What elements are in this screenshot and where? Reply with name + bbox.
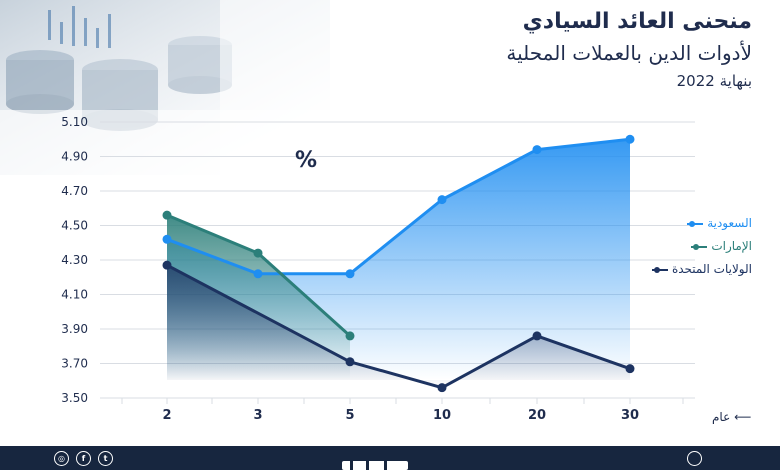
twitter-icon[interactable]: t: [98, 451, 113, 466]
facebook-icon[interactable]: f: [76, 451, 91, 466]
coins-decoration: [0, 0, 330, 175]
legend-label: السعودية: [707, 216, 752, 230]
x-tick-label: 5: [345, 408, 354, 423]
title-line-1: منحنى العائد السيادي: [522, 9, 752, 34]
legend-item: السعودية: [652, 212, 752, 235]
data-point: [345, 331, 355, 341]
data-point: [253, 248, 263, 258]
y-tick-label: 4.90: [61, 150, 88, 164]
label-layer: 5.10 4.90 4.70 4.50 4.30 4.10 3.90 3.70 3.50 2 3 5 1…: [61, 115, 751, 424]
unit-label: %: [295, 148, 317, 173]
point-layer: [162, 134, 635, 393]
x-tick-label: 2: [162, 408, 171, 423]
data-point: [253, 269, 263, 279]
data-point: [162, 260, 172, 270]
x-tick-label: 20: [528, 408, 546, 423]
data-point: [162, 210, 172, 220]
chart-legend: السعودية الإمارات الولايات المتحدة: [651, 212, 752, 281]
y-tick-label: 3.70: [61, 357, 88, 371]
y-tick-label: 4.10: [61, 288, 88, 302]
data-point: [625, 364, 635, 374]
legend-item: الولايات المتحدة: [651, 258, 752, 281]
data-point: [532, 145, 542, 155]
data-point: [162, 234, 172, 244]
series-line: [166, 137, 631, 276]
y-tick-label: 3.50: [61, 391, 88, 405]
y-tick-label: 4.70: [61, 184, 88, 198]
legend-marker-icon: [687, 220, 704, 227]
yield-curve-chart: 5.10 4.90 4.70 4.50 4.30 4.10 3.90 3.70 3.50 2 3 5 1…: [61, 115, 751, 424]
data-point: [437, 383, 447, 393]
area-layer: [167, 139, 630, 388]
data-point: [345, 357, 355, 367]
brand-mark-icon: [687, 451, 702, 466]
legend-marker-icon: [651, 266, 668, 273]
legend-item: الإمارات: [652, 235, 752, 258]
title-line-3: بنهاية 2022: [676, 72, 752, 90]
x-tick-label: 10: [433, 408, 451, 423]
y-tick-label: 3.90: [61, 322, 88, 336]
data-point: [625, 134, 635, 144]
y-tick-label: 4.30: [61, 253, 88, 267]
series-area: [167, 265, 630, 388]
y-tick-label: 4.50: [61, 219, 88, 233]
title-line-2: لأدوات الدين بالعملات المحلية: [506, 41, 752, 65]
x-tick-label: 3: [253, 408, 262, 423]
legend-label: الولايات المتحدة: [671, 262, 752, 276]
instagram-icon[interactable]: ◎: [54, 451, 69, 466]
data-point: [532, 331, 542, 341]
social-icons: ◎ f t: [54, 451, 113, 466]
footer-bar: ◎ f t: [0, 446, 780, 470]
data-point: [345, 269, 355, 279]
legend-marker-icon: [691, 243, 708, 250]
chart-title: منحنى العائد السيادي لأدوات الدين بالعمل…: [506, 6, 752, 94]
data-point: [437, 195, 447, 205]
x-axis-label: عام ⟵: [712, 410, 751, 424]
y-tick-label: 5.10: [61, 115, 88, 129]
x-tick-label: 30: [621, 408, 639, 423]
legend-label: الإمارات: [711, 239, 752, 253]
brand-logo: [342, 461, 408, 470]
